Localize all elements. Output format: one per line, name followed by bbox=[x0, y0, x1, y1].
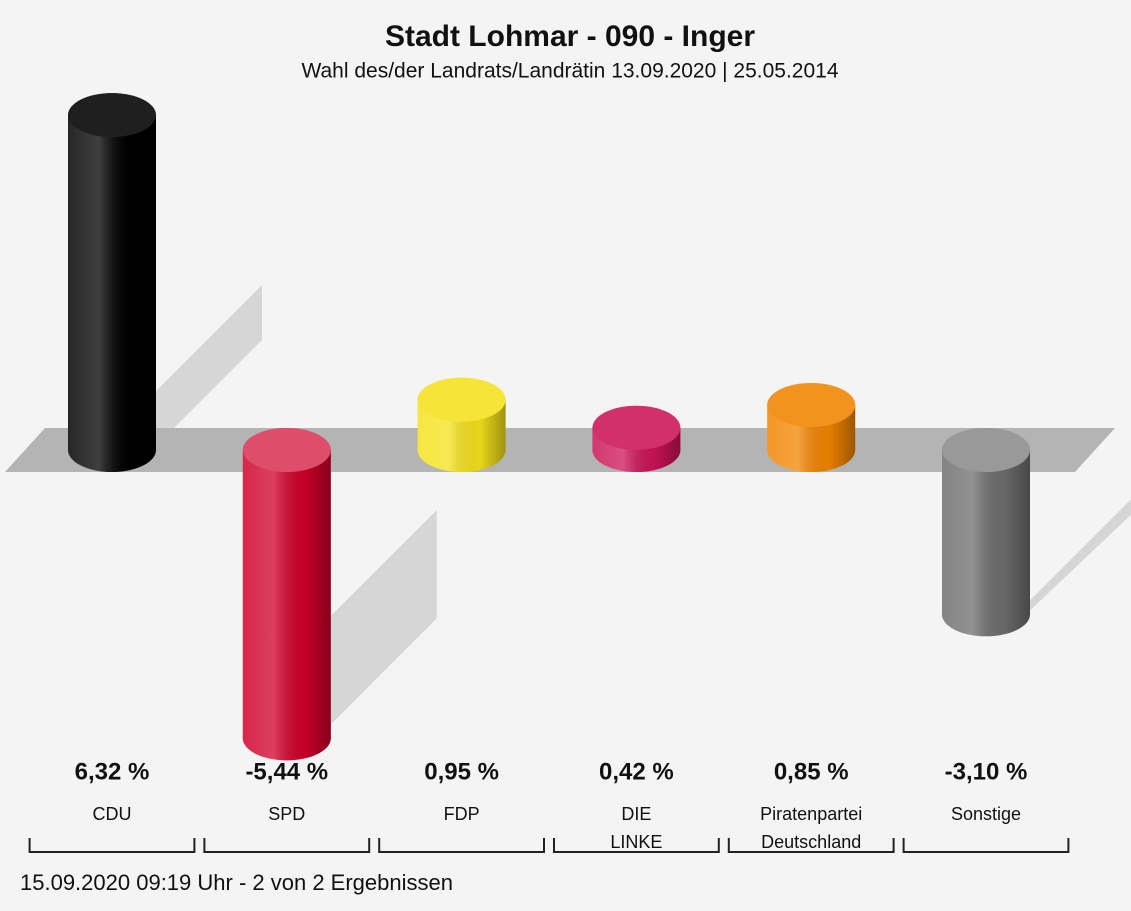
category-label: SPD bbox=[268, 804, 305, 824]
bracket-segment bbox=[378, 838, 545, 853]
bars bbox=[68, 93, 1030, 761]
bar-top-light bbox=[767, 382, 856, 427]
bar-body-shade bbox=[242, 450, 331, 739]
bracket-segment bbox=[553, 838, 720, 853]
bracket-segment bbox=[902, 838, 1070, 853]
bracket-segment bbox=[203, 838, 371, 853]
bar-top bbox=[417, 377, 506, 422]
shadows bbox=[152, 285, 1131, 729]
value-label: 0,95 % bbox=[424, 758, 499, 785]
bar-body-shade bbox=[68, 115, 156, 450]
category-bracket bbox=[28, 838, 1070, 853]
bracket-segment bbox=[727, 838, 895, 853]
value-label: -5,44 % bbox=[245, 758, 328, 785]
chart-title: Stadt Lohmar - 090 - Inger bbox=[385, 20, 755, 53]
category-label: Sonstige bbox=[951, 804, 1021, 824]
bar-top-light bbox=[417, 377, 506, 422]
bar-top bbox=[242, 428, 331, 472]
category-label: FDP bbox=[444, 804, 480, 824]
chart-subtitle: Wahl des/der Landrats/Landrätin 13.09.20… bbox=[301, 60, 838, 83]
bar bbox=[68, 93, 156, 472]
bar bbox=[942, 428, 1030, 637]
category-label: DIE LINKE bbox=[610, 804, 662, 852]
value-label: 6,32 % bbox=[75, 758, 150, 785]
bar-shadow bbox=[326, 510, 437, 729]
category-label: CDU bbox=[93, 804, 132, 824]
bar bbox=[242, 428, 331, 761]
bar-top-light bbox=[942, 428, 1030, 472]
value-label: -3,10 % bbox=[945, 758, 1028, 785]
bar bbox=[592, 405, 681, 472]
bracket-segment bbox=[28, 838, 196, 853]
bar-top bbox=[767, 382, 856, 427]
bar bbox=[767, 382, 856, 472]
bar-body-shade bbox=[942, 450, 1030, 615]
footer: 15.09.2020 09:19 Uhr - 2 von 2 Ergebniss… bbox=[20, 870, 453, 895]
bar-shadow bbox=[1026, 499, 1131, 615]
bar bbox=[417, 377, 506, 472]
bar-top-light bbox=[592, 405, 681, 450]
value-label: 0,42 % bbox=[599, 758, 674, 785]
bar-top bbox=[68, 93, 156, 138]
bar-top bbox=[592, 405, 681, 450]
value-label: 0,85 % bbox=[774, 758, 849, 785]
bar-shadow bbox=[152, 285, 262, 450]
bar-top-light bbox=[68, 93, 156, 138]
bar-top bbox=[942, 428, 1030, 472]
bar-top-light bbox=[242, 428, 331, 472]
category-label: Piratenpartei Deutschland bbox=[760, 804, 862, 852]
